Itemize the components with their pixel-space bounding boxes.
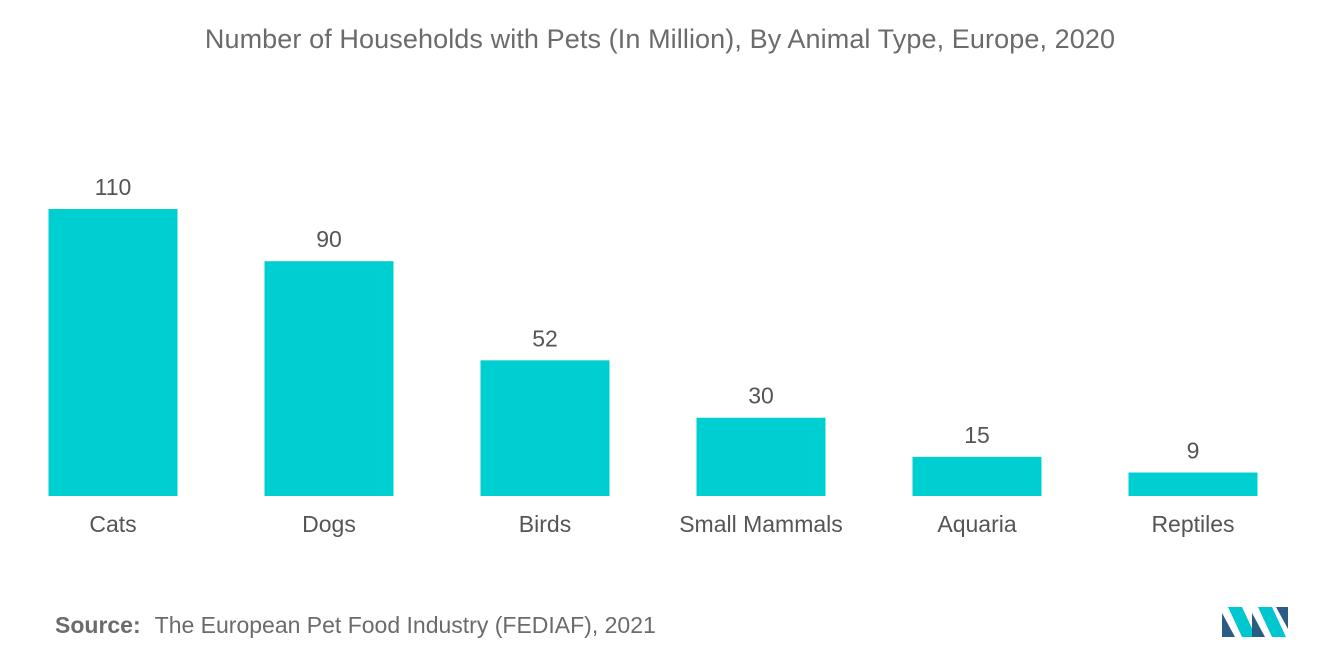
bar-reptiles bbox=[1128, 472, 1258, 496]
bar-cats bbox=[48, 209, 178, 496]
category-label: Aquaria bbox=[937, 511, 1016, 537]
source-label: Source: bbox=[55, 612, 141, 638]
company-logo-icon bbox=[1222, 607, 1288, 637]
data-label: 90 bbox=[316, 226, 342, 252]
data-label: 9 bbox=[1187, 438, 1200, 464]
category-label: Small Mammals bbox=[679, 511, 843, 537]
category-label: Reptiles bbox=[1151, 511, 1234, 537]
category-label: Cats bbox=[89, 511, 136, 537]
chart-title: Number of Households with Pets (In Milli… bbox=[204, 24, 1116, 54]
bar-small-mammals bbox=[696, 417, 826, 496]
data-label: 110 bbox=[95, 174, 132, 200]
bar-dogs bbox=[264, 261, 394, 496]
source-text: The European Pet Food Industry (FEDIAF),… bbox=[154, 612, 656, 638]
data-label: 15 bbox=[964, 422, 990, 448]
bar-aquaria bbox=[912, 456, 1042, 496]
source-note: Source: The European Pet Food Industry (F… bbox=[55, 612, 656, 639]
category-label: Dogs bbox=[302, 511, 356, 537]
data-label: 52 bbox=[532, 325, 558, 351]
bar-chart: 110 Cats 90 Dogs 52 Birds 30 Small Mammals 15 Aqu… bbox=[48, 174, 1258, 537]
category-label: Birds bbox=[519, 511, 571, 537]
bar-birds bbox=[480, 360, 610, 496]
data-label: 30 bbox=[748, 383, 774, 409]
